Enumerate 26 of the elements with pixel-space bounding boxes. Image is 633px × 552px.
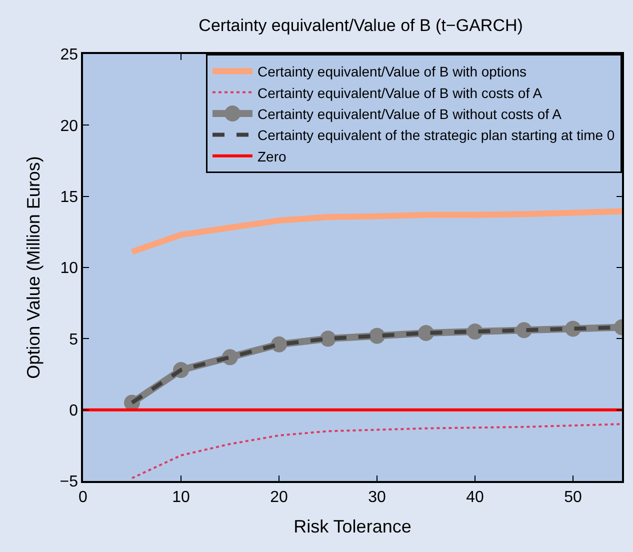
legend-label: Certainty equivalent/Value of B without costs of A xyxy=(258,106,562,122)
point xyxy=(369,328,385,344)
x-axis-title: Risk Tolerance xyxy=(294,516,412,537)
point xyxy=(418,324,434,341)
y-tick-label: 15 xyxy=(60,188,78,206)
y-tick-label: 10 xyxy=(60,260,78,278)
x-tick-label: 20 xyxy=(270,488,288,506)
chart-title: Certainty equivalent/Value of B (t−GARCH) xyxy=(198,16,523,35)
y-tick-label: 20 xyxy=(60,118,78,135)
y-tick-label: −5 xyxy=(60,474,78,491)
legend-label: Certainty equivalent of the strategic plan starting at time 0 xyxy=(258,127,615,144)
y-tick-label: 25 xyxy=(60,46,78,64)
x-tick-label: 40 xyxy=(466,488,484,506)
y-tick-label: 0 xyxy=(69,402,78,420)
line-series xyxy=(131,423,622,480)
y-tick-label: 5 xyxy=(69,331,78,348)
point xyxy=(467,324,483,340)
x-tick-label: 30 xyxy=(368,488,386,506)
legend-label: Zero xyxy=(258,148,286,164)
x-tick-label: 50 xyxy=(564,488,582,506)
x-tick-label: 10 xyxy=(172,488,190,506)
legend-label: Certainty equivalent/Value of B with options xyxy=(258,64,527,80)
point xyxy=(320,330,336,347)
legend-label: Certainty equivalent/Value of B with costs of A xyxy=(258,84,543,101)
point xyxy=(271,336,287,352)
y-axis-title: Option Value (Million Euros) xyxy=(24,156,44,379)
